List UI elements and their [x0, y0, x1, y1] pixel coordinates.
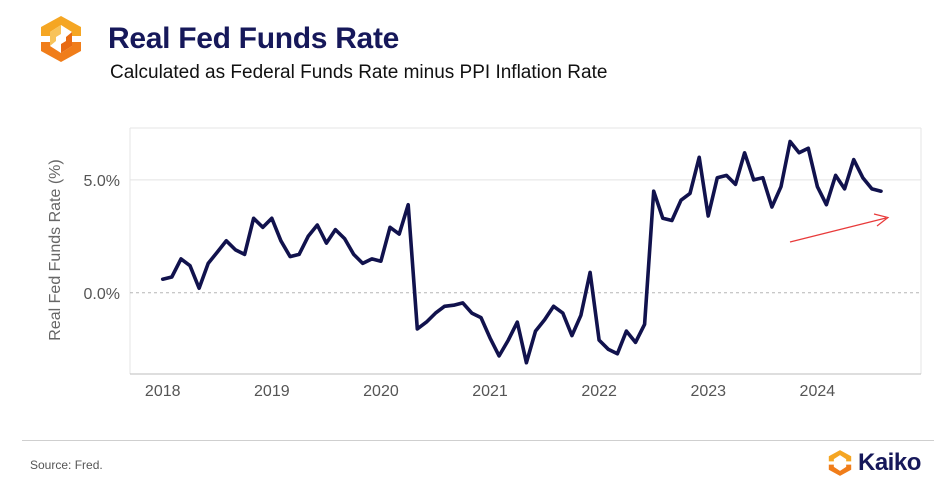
kaiko-logo-icon — [41, 16, 81, 62]
line-chart: 0.0% 5.0% 2018 2019 2020 2021 2022 2023 2024 Re… — [47, 127, 922, 400]
kaiko-logo-icon — [828, 450, 852, 476]
x-tick-label: 2020 — [363, 383, 399, 400]
y-tick-label: 0.0% — [84, 286, 120, 303]
chart-subtitle: Calculated as Federal Funds Rate minus P… — [110, 62, 608, 83]
x-tick-label: 2021 — [472, 383, 508, 400]
footer-divider — [22, 440, 934, 441]
source-note: Source: Fred. — [30, 458, 103, 472]
y-tick-labels: 0.0% 5.0% — [84, 173, 120, 303]
x-tick-label: 2019 — [254, 383, 290, 400]
trend-arrow-icon — [789, 213, 890, 243]
y-tick-label: 5.0% — [84, 173, 120, 190]
footer-brand: Kaiko — [826, 448, 921, 478]
x-tick-labels: 2018 2019 2020 2021 2022 2023 2024 — [145, 383, 835, 400]
brand-name: Kaiko — [858, 449, 921, 476]
y-axis-label: Real Fed Funds Rate (%) — [47, 159, 64, 340]
x-tick-label: 2023 — [690, 383, 726, 400]
x-tick-label: 2018 — [145, 383, 181, 400]
gridlines — [130, 179, 921, 294]
x-tick-label: 2022 — [581, 383, 617, 400]
chart-title: Real Fed Funds Rate — [108, 22, 400, 55]
series-line — [160, 139, 883, 365]
x-tick-label: 2024 — [800, 383, 836, 400]
